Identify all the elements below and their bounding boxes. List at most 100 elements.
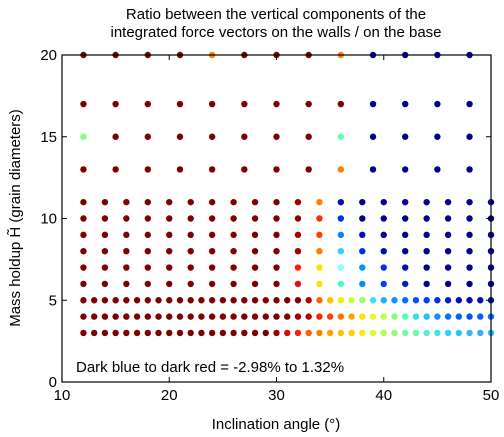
data-point [337,231,345,239]
data-point [166,280,173,288]
data-point [80,198,87,206]
data-point [166,248,173,255]
data-point [219,329,227,337]
data-point [230,198,237,206]
data-point [380,198,387,206]
data-point [101,231,109,239]
data-point [444,231,452,239]
data-point [359,231,366,239]
data-point [477,297,484,304]
data-point [123,231,130,239]
data-point [423,248,430,255]
data-point [208,198,216,206]
data-point [316,198,323,206]
data-point [423,280,430,288]
data-point [176,297,184,304]
data-point [144,133,151,140]
x-tick-label: 20 [161,387,178,404]
data-point [337,280,345,288]
data-point [337,215,345,222]
data-point [230,297,237,304]
data-point [359,215,366,222]
data-point [273,280,280,288]
data-point [316,264,323,271]
data-point [466,198,473,206]
data-point [380,297,387,304]
x-tick-label: 10 [54,387,71,404]
data-point [434,133,441,140]
data-point [380,248,387,255]
data-point [380,215,387,222]
data-point [273,329,280,337]
data-point [434,313,441,320]
data-point [294,313,302,320]
y-tick-label: 5 [49,292,57,309]
data-point [251,215,259,222]
x-tick-label: 30 [268,387,285,404]
data-point [166,198,173,206]
data-point [144,297,151,304]
data-point [273,215,280,222]
y-tick-label: 15 [40,129,57,146]
data-point [251,329,259,337]
data-point [90,313,98,320]
data-point [144,231,151,239]
data-point [80,133,87,140]
data-point [444,280,452,288]
data-point [208,264,216,271]
data-point [176,133,184,140]
data-point [380,280,387,288]
data-point [112,313,119,320]
data-point [208,313,216,320]
data-point [187,231,194,239]
data-point [251,198,259,206]
data-point [477,313,484,320]
data-point [337,198,345,206]
data-point [112,297,119,304]
data-point [208,215,216,222]
data-point [294,280,302,288]
data-point [466,248,473,255]
data-point [155,313,162,320]
data-point [423,297,430,304]
y-tick-label: 20 [40,47,57,64]
data-point [423,215,430,222]
data-point [359,198,366,206]
data-point [208,329,216,337]
data-point [112,166,119,173]
data-point [402,215,409,222]
data-point [273,166,280,173]
data-point [444,313,452,320]
data-point [294,264,302,271]
data-point [112,133,119,140]
data-point [305,297,312,304]
data-point [273,133,280,140]
data-point [273,313,280,320]
data-point [144,198,151,206]
data-point [187,215,194,222]
data-point [444,198,452,206]
data-point [337,297,345,304]
data-point [402,166,409,173]
data-point [444,297,452,304]
data-point [294,297,302,304]
data-point [241,100,248,108]
data-point [101,264,109,271]
data-point [166,297,173,304]
data-point [369,100,377,108]
data-point [176,313,184,320]
data-point [402,297,409,304]
data-point [80,264,87,271]
data-point [144,264,151,271]
data-point [402,133,409,140]
data-point [241,329,248,337]
data-point [412,297,420,304]
data-point [359,248,366,255]
data-point [166,313,173,320]
data-point [187,280,194,288]
data-point [262,329,269,337]
data-point [123,313,130,320]
data-point [208,231,216,239]
data-point [316,215,323,222]
